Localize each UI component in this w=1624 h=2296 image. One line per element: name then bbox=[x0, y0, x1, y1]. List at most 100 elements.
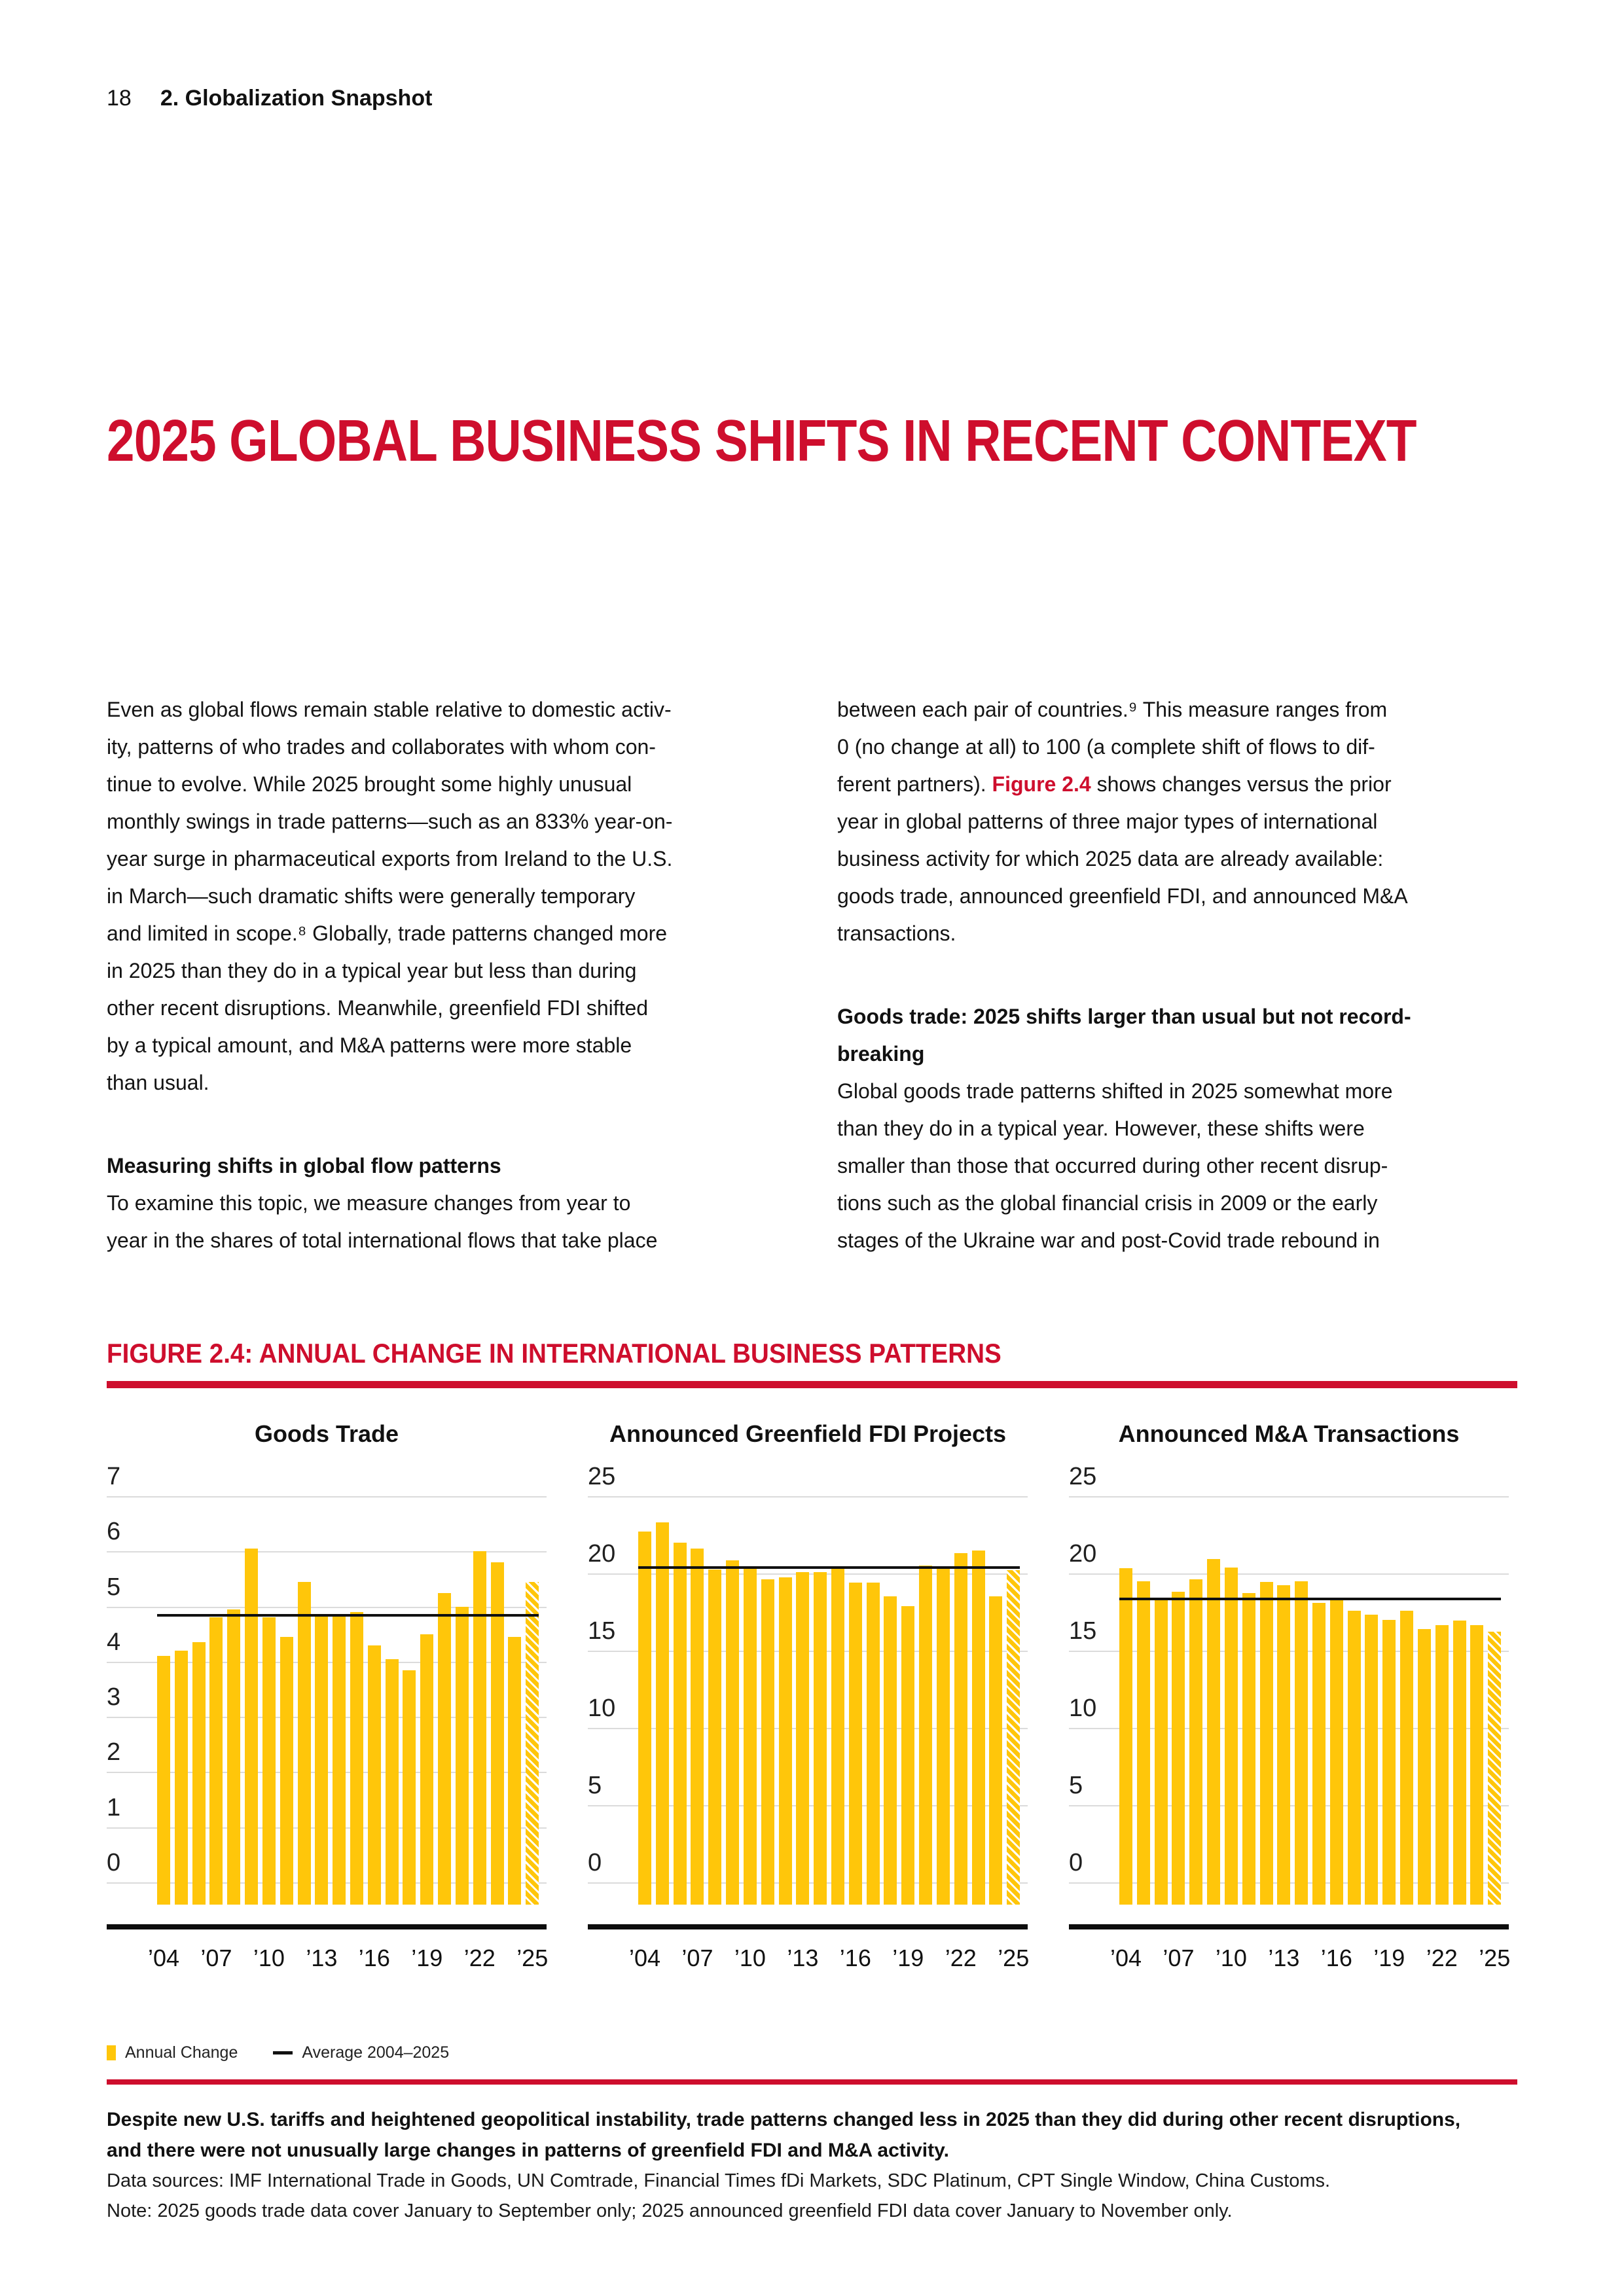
bar-2014 bbox=[814, 1571, 827, 1905]
bar-2017 bbox=[866, 1583, 880, 1905]
page-title: 2025 GLOBAL BUSINESS SHIFTS IN RECENT CO… bbox=[107, 408, 1417, 474]
bar-2019 bbox=[1382, 1619, 1396, 1905]
page-header: 18 2. Globalization Snapshot bbox=[107, 85, 1517, 111]
paragraph-goods-trade: Global goods trade patterns shifted in 2… bbox=[837, 1079, 1393, 1252]
bar-2013 bbox=[796, 1571, 810, 1905]
y-axis-label-5: 5 bbox=[107, 1573, 121, 1601]
gridline-y-6 bbox=[107, 1551, 547, 1553]
y-axis-label-20: 20 bbox=[588, 1540, 616, 1568]
bar-2020 bbox=[438, 1592, 452, 1905]
x-axis-label-13: ’13 bbox=[306, 1945, 338, 1971]
x-axis-label-07: ’07 bbox=[200, 1945, 232, 1971]
x-axis-label-13: ’13 bbox=[1268, 1945, 1300, 1971]
gridline-y-7 bbox=[107, 1496, 547, 1498]
section-title: 2. Globalization Snapshot bbox=[160, 86, 433, 111]
y-axis-label-7: 7 bbox=[107, 1463, 121, 1490]
average-line bbox=[1119, 1597, 1502, 1600]
y-axis-label-4: 4 bbox=[107, 1628, 121, 1656]
chart-goods-trade-plot: 0 1 2 3 4 5 6 7 ’04 ’07 ’10 ’13 ’16 ’19 ’22 ’25 bbox=[107, 1463, 548, 1981]
bar-2020 bbox=[1400, 1610, 1414, 1905]
bar-2007 bbox=[691, 1549, 704, 1905]
x-axis-label-04: ’04 bbox=[1110, 1945, 1142, 1971]
bar-2025 bbox=[526, 1581, 539, 1905]
bar-2010 bbox=[743, 1567, 757, 1905]
y-axis-label-5: 5 bbox=[588, 1772, 602, 1799]
bar-2025 bbox=[1007, 1570, 1020, 1905]
bar-2004 bbox=[1119, 1568, 1132, 1905]
bar-2023 bbox=[490, 1562, 504, 1905]
bar-2006 bbox=[1154, 1598, 1168, 1905]
bar-2014 bbox=[1295, 1581, 1308, 1905]
bar-2011 bbox=[1242, 1592, 1255, 1905]
gridline-y-5 bbox=[107, 1606, 547, 1608]
x-axis-label-16: ’16 bbox=[1320, 1945, 1352, 1971]
bar-2009 bbox=[726, 1560, 740, 1905]
bar-2020 bbox=[919, 1566, 933, 1905]
data-sources-note: Data sources: IMF International Trade in… bbox=[107, 2170, 1331, 2191]
bar-2011 bbox=[280, 1636, 293, 1905]
paragraph-text: between each pair of countries.⁹ This me… bbox=[837, 698, 1388, 796]
subhead-goods-trade: Goods trade: 2025 shifts larger than usu… bbox=[837, 1005, 1411, 1066]
chart-ma-transactions-plot: 0 5 10 15 20 25 ’04 ’07 ’10 ’13 ’16 ’19 ’22 ’25 bbox=[1069, 1463, 1510, 1981]
bar-2007 bbox=[209, 1617, 223, 1905]
bar-2016 bbox=[367, 1645, 381, 1905]
bar-2018 bbox=[884, 1596, 897, 1905]
y-axis-label-15: 15 bbox=[588, 1617, 616, 1645]
body-text-columns: Even as global flows remain stable relat… bbox=[107, 691, 1517, 1259]
x-axis-line bbox=[107, 1924, 547, 1929]
y-axis-label-0: 0 bbox=[107, 1849, 121, 1876]
gridline-y-25 bbox=[1069, 1496, 1509, 1498]
bar-2018 bbox=[1365, 1614, 1379, 1905]
chart-title: Announced M&A Transactions bbox=[1118, 1420, 1460, 1447]
bar-2010 bbox=[262, 1617, 276, 1905]
bar-2024 bbox=[508, 1636, 522, 1905]
bar-2017 bbox=[1347, 1610, 1361, 1905]
bar-2015 bbox=[831, 1568, 845, 1905]
y-axis-label-1: 1 bbox=[107, 1793, 121, 1821]
figure-legend: Annual Change Average 2004–2025 bbox=[107, 2043, 1517, 2062]
bar-2019 bbox=[420, 1634, 434, 1905]
bar-2004 bbox=[157, 1656, 170, 1905]
bar-2011 bbox=[761, 1579, 774, 1905]
y-axis-label-15: 15 bbox=[1069, 1617, 1097, 1645]
x-axis-label-07: ’07 bbox=[1163, 1945, 1195, 1971]
x-axis-label-10: ’10 bbox=[1215, 1945, 1247, 1971]
y-axis-label-0: 0 bbox=[588, 1849, 602, 1876]
bar-2022 bbox=[954, 1553, 967, 1905]
x-axis-label-16: ’16 bbox=[358, 1945, 390, 1971]
bar-2014 bbox=[333, 1615, 346, 1905]
paragraph-measuring: To examine this topic, we measure change… bbox=[107, 1191, 658, 1252]
bar-2021 bbox=[1417, 1628, 1431, 1905]
report-page: 18 2. Globalization Snapshot 2025 GLOBAL … bbox=[107, 85, 1517, 2221]
legend-annual-change-label: Annual Change bbox=[125, 2043, 238, 2062]
bar-2008 bbox=[1189, 1579, 1203, 1905]
figure-heading: FIGURE 2.4: ANNUAL CHANGE IN INTERNATION… bbox=[107, 1338, 1001, 1369]
bar-2008 bbox=[227, 1609, 241, 1905]
bar-2019 bbox=[901, 1605, 915, 1905]
bar-2006 bbox=[673, 1542, 687, 1905]
bar-2016 bbox=[848, 1583, 862, 1905]
bar-2017 bbox=[385, 1659, 399, 1905]
chart-goods-trade: Goods Trade 0 1 2 3 4 5 6 7 ’04 ’07 ’10 ’13 ’16 ’19 ’2… bbox=[107, 1418, 548, 1981]
bar-2013 bbox=[1277, 1585, 1291, 1905]
bar-2016 bbox=[1329, 1598, 1343, 1905]
chart-greenfield-fdi: Announced Greenfield FDI Projects 0 5 10 15… bbox=[588, 1418, 1029, 1981]
bar-2012 bbox=[778, 1577, 792, 1905]
average-line-icon bbox=[273, 2051, 293, 2054]
right-column: between each pair of countries.⁹ This me… bbox=[837, 691, 1517, 1259]
paragraph-intro: Even as global flows remain stable relat… bbox=[107, 698, 673, 1094]
bar-2023 bbox=[1453, 1620, 1466, 1905]
chart-title: Goods Trade bbox=[254, 1420, 399, 1447]
bar-2015 bbox=[350, 1612, 364, 1905]
bar-2018 bbox=[403, 1670, 416, 1905]
annual-change-swatch-icon bbox=[107, 2045, 116, 2060]
x-axis-label-19: ’19 bbox=[411, 1945, 443, 1971]
x-axis-label-04: ’04 bbox=[147, 1945, 180, 1971]
bar-2021 bbox=[455, 1606, 469, 1905]
x-axis-label-25: ’25 bbox=[998, 1945, 1030, 1971]
bar-2025 bbox=[1488, 1631, 1502, 1905]
x-axis-label-19: ’19 bbox=[1373, 1945, 1405, 1971]
y-axis-label-5: 5 bbox=[1069, 1772, 1083, 1799]
x-axis-label-07: ’07 bbox=[681, 1945, 713, 1971]
bar-2013 bbox=[315, 1615, 329, 1905]
